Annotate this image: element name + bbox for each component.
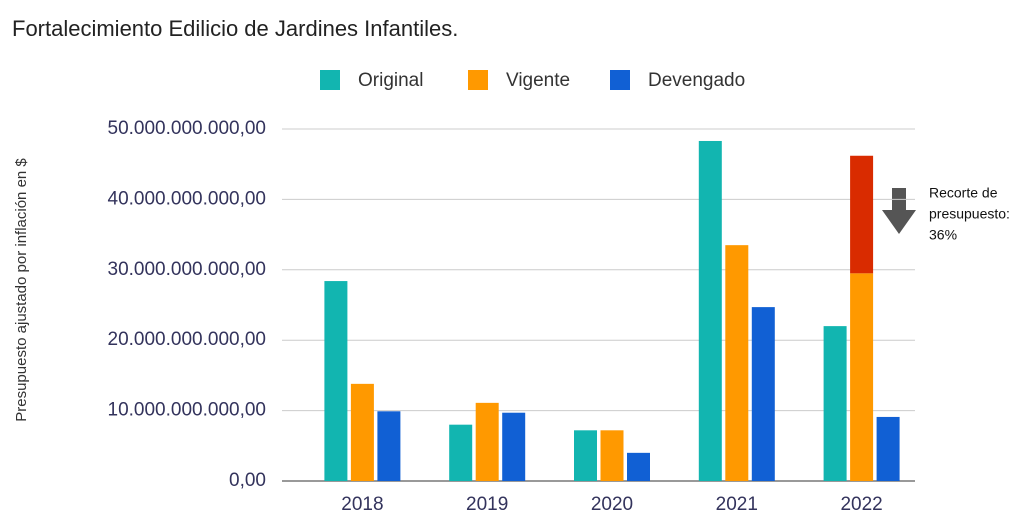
legend-swatch bbox=[468, 70, 488, 90]
y-tick-label: 10.000.000.000,00 bbox=[108, 400, 267, 421]
bar bbox=[475, 402, 499, 481]
y-tick-label: 40.000.000.000,00 bbox=[108, 188, 267, 209]
annotation: Recorte de bbox=[929, 185, 998, 201]
y-tick-label: 20.000.000.000,00 bbox=[108, 329, 267, 350]
x-tick-label: 2018 bbox=[341, 494, 383, 515]
bar bbox=[725, 245, 749, 481]
y-axis-label: Presupuesto ajustado por inflación en $ bbox=[13, 158, 30, 422]
legend-swatch bbox=[610, 70, 630, 90]
bar bbox=[574, 430, 597, 481]
chart-title: Fortalecimiento Edilicio de Jardines Inf… bbox=[12, 16, 458, 41]
bar bbox=[698, 140, 722, 481]
bar bbox=[350, 383, 374, 481]
legend-swatch bbox=[320, 70, 340, 90]
x-tick-label: 2019 bbox=[466, 494, 508, 515]
bar bbox=[627, 452, 650, 481]
x-tick-label: 2020 bbox=[591, 494, 633, 515]
annotation: 36% bbox=[929, 227, 957, 243]
x-tick-label: 2022 bbox=[840, 494, 882, 515]
x-tick-label: 2021 bbox=[716, 494, 758, 515]
y-tick-label: 50.000.000.000,00 bbox=[108, 118, 267, 139]
legend-label: Devengado bbox=[648, 70, 745, 91]
annotation: presupuesto: bbox=[929, 206, 1010, 222]
bar bbox=[751, 307, 775, 481]
bar bbox=[850, 273, 874, 481]
bar bbox=[876, 416, 900, 481]
bar bbox=[324, 281, 348, 481]
bar bbox=[449, 424, 473, 481]
y-tick-label: 0,00 bbox=[229, 470, 266, 491]
bar bbox=[502, 412, 526, 481]
bar bbox=[600, 430, 624, 481]
y-tick-label: 30.000.000.000,00 bbox=[108, 259, 267, 280]
legend-label: Original bbox=[358, 70, 423, 91]
stacked-bar-segment bbox=[850, 155, 874, 274]
annotation-arrow bbox=[882, 188, 916, 234]
legend-label: Vigente bbox=[506, 70, 570, 91]
bar bbox=[377, 411, 401, 481]
bar bbox=[823, 326, 847, 481]
